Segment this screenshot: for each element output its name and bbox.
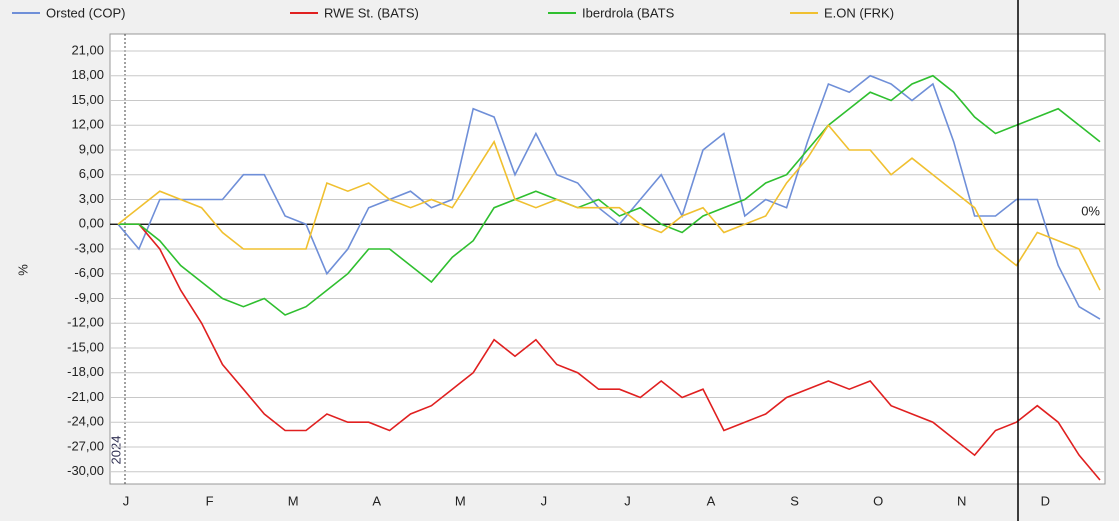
legend-label: Iberdrola (BATS [582,5,675,20]
x-tick-label: J [624,493,631,508]
y-tick-label: 21,00 [71,42,104,57]
series-line [117,74,1101,320]
y-tick-label: 12,00 [71,117,104,132]
y-tick-label: -6,00 [74,265,104,280]
x-tick-label: F [206,493,214,508]
y-tick-label: -15,00 [67,339,104,354]
zero-label: 0% [1081,204,1100,219]
x-tick-label: S [790,493,799,508]
legend-label: E.ON (FRK) [824,5,894,20]
y-tick-label: 9,00 [79,141,104,156]
x-tick-label: D [1041,493,1050,508]
plot-area [109,33,1106,485]
y-tick-label: -9,00 [74,290,104,305]
x-tick-label: A [372,493,381,508]
y-tick-label: -18,00 [67,364,104,379]
y-tick-label: -24,00 [67,414,104,429]
series-line [117,123,1101,291]
x-tick-label: A [707,493,716,508]
x-tick-label: J [123,493,130,508]
series-line [118,223,1101,481]
y-tick-label: 6,00 [79,166,104,181]
y-tick-label: -21,00 [67,389,104,404]
x-tick-label: M [455,493,466,508]
x-tick-label: J [541,493,548,508]
y-tick-label: -30,00 [67,463,104,478]
x-tick-label: O [873,493,883,508]
y-tick-label: 18,00 [71,67,104,82]
x-tick-label: M [288,493,299,508]
y-tick-label: -27,00 [67,438,104,453]
legend-label: Orsted (COP) [46,5,125,20]
x-tick-label: N [957,493,966,508]
legend-label: RWE St. (BATS) [324,5,419,20]
y-tick-label: 0,00 [79,216,104,231]
y-tick-label: 15,00 [71,92,104,107]
y-tick-label: -3,00 [74,240,104,255]
y-tick-label: -12,00 [67,315,104,330]
y-tick-label: 3,00 [79,191,104,206]
y-axis-label: % [15,264,30,276]
year-label: 2024 [108,436,123,465]
